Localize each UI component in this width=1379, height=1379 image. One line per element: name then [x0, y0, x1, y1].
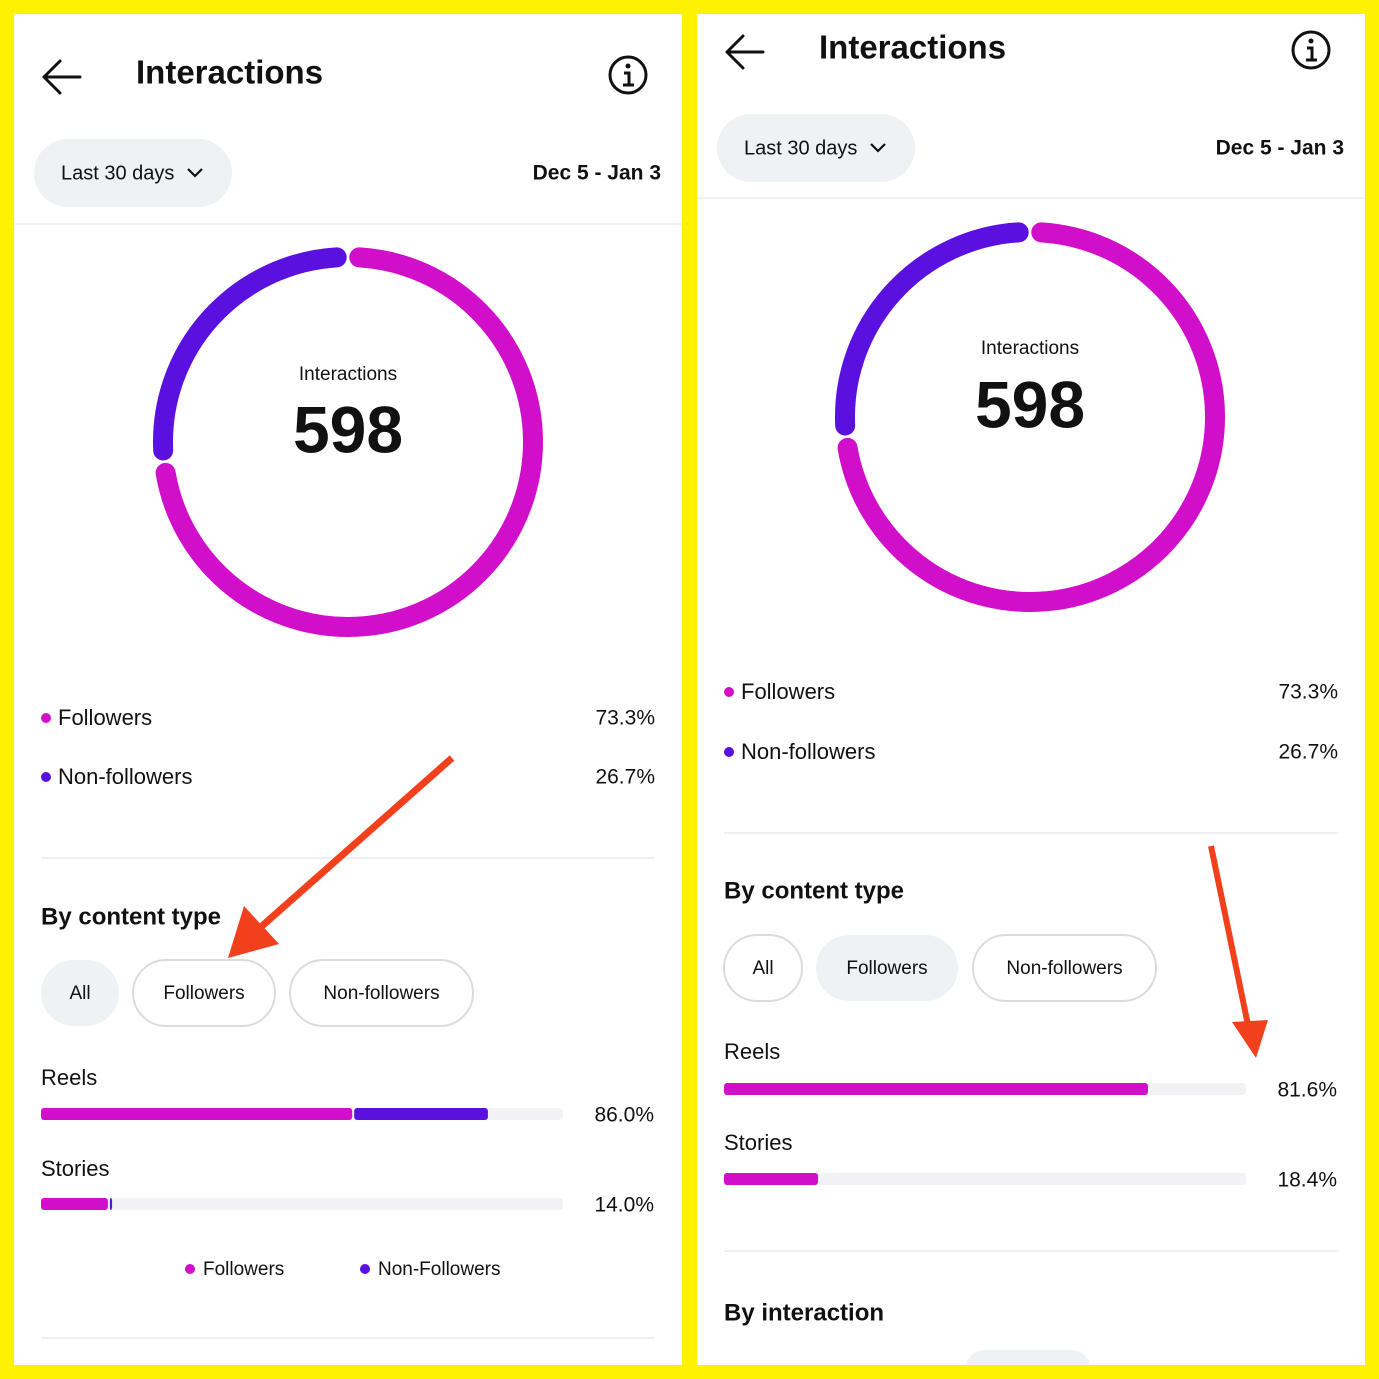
bar-track [724, 1173, 1246, 1185]
filter-chip[interactable] [972, 934, 1157, 1002]
filter-label: Non-followers [323, 983, 439, 1004]
bar-value: 86.0% [594, 1104, 654, 1127]
legend-value: 73.3% [595, 707, 655, 730]
legend-value: 26.7% [595, 766, 655, 789]
donut-total: 598 [975, 367, 1085, 441]
bar-value: 14.0% [594, 1194, 654, 1217]
bar-segment [354, 1108, 488, 1120]
bar-segment [41, 1198, 108, 1210]
donut-segment [835, 222, 1029, 436]
filter-chip[interactable] [132, 959, 276, 1027]
legend-dot [41, 772, 51, 782]
filter-chip[interactable] [289, 959, 474, 1027]
legend-label: Non-Followers [378, 1259, 500, 1280]
legend-dot [360, 1264, 370, 1274]
filter-label: Non-followers [1006, 958, 1122, 979]
info-button[interactable] [1291, 30, 1331, 70]
bar-segment [109, 1198, 113, 1210]
filter-chip[interactable] [816, 935, 958, 1001]
panel: Interactions Last 30 days Dec 5 - Jan 3 Fol… [14, 14, 682, 1365]
date-range: Dec 5 - Jan 3 [1216, 137, 1344, 160]
donut-total: 598 [293, 392, 403, 466]
legend-dot [185, 1264, 195, 1274]
filter-chip[interactable] [723, 934, 803, 1002]
annotation-arrow [228, 755, 455, 958]
filter-chip[interactable] [41, 960, 119, 1026]
donut-segment [155, 247, 543, 637]
legend-dot [724, 747, 734, 757]
legend-label: Followers [741, 679, 835, 704]
legend-label: Followers [58, 705, 152, 730]
bar-label: Stories [724, 1130, 792, 1155]
bar-segment [724, 1173, 819, 1185]
donut-segment [153, 247, 347, 461]
period-dropdown[interactable] [717, 114, 915, 182]
section-title: By content type [41, 903, 221, 930]
panel-edge [683, 1365, 1379, 1379]
panel: Interactions Last 30 days Dec 5 - Jan 3 Fol… [683, 14, 1379, 1379]
period-label: Last 30 days [744, 137, 857, 159]
chevron [187, 168, 203, 178]
bar-value: 18.4% [1277, 1169, 1337, 1192]
section-title: By content type [724, 877, 904, 904]
legend-label: Followers [203, 1259, 284, 1280]
donut-segment [837, 222, 1225, 612]
bar-track [41, 1198, 563, 1210]
date-range: Dec 5 - Jan 3 [533, 162, 661, 185]
chevron [870, 143, 886, 153]
annotation-arrow [1208, 845, 1268, 1058]
panel-bg [14, 14, 682, 1365]
period-dropdown[interactable] [34, 139, 232, 207]
page-title: Interactions [819, 29, 1006, 66]
period-label: Last 30 days [61, 162, 174, 184]
filter-label: Followers [163, 983, 244, 1004]
bar-label: Reels [724, 1039, 780, 1064]
bar-value: 81.6% [1277, 1079, 1337, 1102]
filter-label: Followers [846, 958, 927, 979]
section-title: By interaction [724, 1299, 884, 1326]
filter-label: All [69, 983, 90, 1004]
donut-label: Interactions [981, 338, 1079, 359]
bar-segment [41, 1108, 353, 1120]
legend-label: Non-followers [58, 764, 193, 789]
legend-value: 26.7% [1278, 741, 1338, 764]
legend-dot [724, 687, 734, 697]
page-title: Interactions [136, 54, 323, 91]
back-button[interactable] [725, 34, 765, 70]
legend-dot [41, 713, 51, 723]
legend-value: 73.3% [1278, 681, 1338, 704]
bar-segment [724, 1083, 1148, 1095]
donut-label: Interactions [299, 364, 397, 385]
bar-label: Stories [41, 1156, 109, 1181]
panel-bg [697, 14, 1365, 1365]
bar-label: Reels [41, 1065, 97, 1090]
filter-label: All [752, 958, 773, 979]
legend-label: Non-followers [741, 739, 876, 764]
back-button[interactable] [42, 59, 82, 95]
info-button[interactable] [608, 55, 648, 95]
